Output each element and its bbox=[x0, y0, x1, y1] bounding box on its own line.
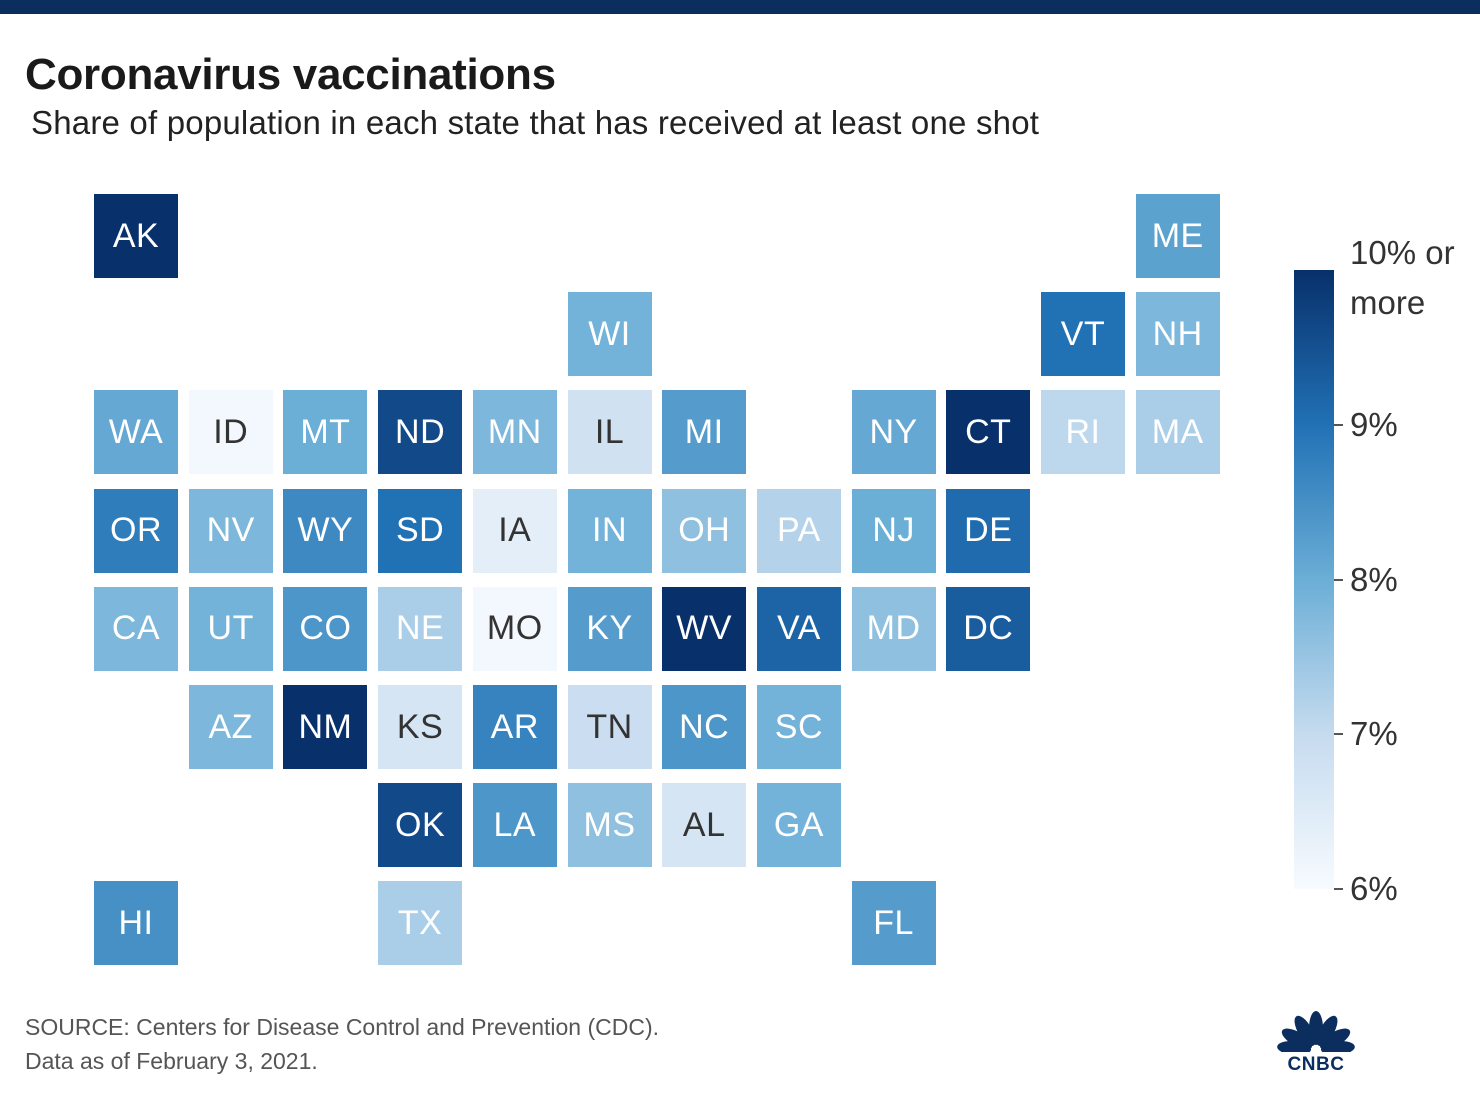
state-tile-nm: NM bbox=[283, 685, 368, 769]
legend-tick-label: 6% bbox=[1350, 870, 1398, 907]
state-tile-vt: VT bbox=[1041, 292, 1125, 377]
state-tile-la: LA bbox=[472, 783, 557, 868]
state-tile-al: AL bbox=[662, 783, 747, 868]
state-tile-hi: HI bbox=[94, 881, 178, 966]
state-tile-sc: SC bbox=[756, 685, 841, 769]
state-tile-ct: CT bbox=[946, 390, 1031, 475]
state-tile-nj: NJ bbox=[851, 488, 936, 573]
state-tile-ne: NE bbox=[378, 586, 463, 671]
legend-tick bbox=[1334, 578, 1343, 581]
state-tile-nv: NV bbox=[188, 488, 273, 573]
state-tile-mn: MN bbox=[472, 390, 557, 475]
state-tile-me: ME bbox=[1135, 194, 1220, 278]
legend-tick bbox=[1334, 733, 1343, 736]
state-tile-ia: IA bbox=[472, 488, 557, 573]
state-tile-ar: AR bbox=[472, 685, 557, 769]
state-tile-ny: NY bbox=[851, 390, 936, 475]
legend-tick-label: 7% bbox=[1350, 715, 1398, 753]
state-tile-ky: KY bbox=[567, 586, 652, 671]
state-tile-id: ID bbox=[188, 390, 273, 475]
state-tile-ri: RI bbox=[1041, 390, 1125, 475]
state-tile-az: AZ bbox=[188, 685, 273, 769]
legend-tick bbox=[1334, 423, 1343, 426]
state-tile-ca: CA bbox=[94, 586, 178, 671]
legend-tick bbox=[1334, 888, 1343, 890]
state-tile-ok: OK bbox=[378, 783, 463, 868]
state-tile-ks: KS bbox=[378, 685, 463, 769]
chart-subtitle: Share of population in each state that h… bbox=[31, 104, 1040, 141]
state-tile-or: OR bbox=[94, 488, 178, 573]
state-tile-nc: NC bbox=[662, 685, 747, 769]
state-tile-tn: TN bbox=[567, 685, 652, 769]
peacock-icon bbox=[1270, 1011, 1362, 1078]
state-tile-dc: DC bbox=[946, 586, 1031, 671]
legend-tick-label: 9% bbox=[1350, 405, 1398, 443]
state-tile-ak: AK bbox=[94, 194, 178, 278]
state-tile-de: DE bbox=[946, 488, 1031, 573]
state-tile-fl: FL bbox=[851, 881, 936, 966]
state-tile-va: VA bbox=[756, 586, 841, 671]
legend-top-label-line1: 10% or bbox=[1350, 234, 1455, 271]
state-tile-mi: MI bbox=[662, 390, 747, 475]
state-tile-nd: ND bbox=[378, 390, 463, 475]
source-note: SOURCE: Centers for Disease Control and … bbox=[25, 1010, 659, 1078]
source-line: SOURCE: Centers for Disease Control and … bbox=[25, 1014, 660, 1040]
state-tile-oh: OH bbox=[662, 488, 747, 573]
state-tile-ma: MA bbox=[1135, 390, 1220, 475]
date-line: Data as of February 3, 2021. bbox=[25, 1048, 318, 1074]
state-tile-md: MD bbox=[851, 586, 936, 671]
logo-wordmark: CNBC bbox=[1287, 1054, 1345, 1075]
state-tile-mo: MO bbox=[472, 586, 557, 671]
legend-tick-label: 8% bbox=[1350, 560, 1398, 598]
state-tile-wi: WI bbox=[567, 292, 652, 377]
state-tile-nh: NH bbox=[1135, 292, 1220, 377]
state-tile-wv: WV bbox=[662, 586, 747, 671]
legend-color-bar bbox=[1294, 270, 1334, 889]
state-tile-ga: GA bbox=[756, 783, 841, 868]
top-accent-bar bbox=[0, 0, 1480, 14]
state-tile-ut: UT bbox=[188, 586, 273, 671]
legend-top-label-line2: more bbox=[1350, 284, 1426, 321]
state-tile-wy: WY bbox=[283, 488, 368, 573]
state-tile-co: CO bbox=[283, 586, 368, 671]
state-tile-pa: PA bbox=[756, 488, 841, 573]
chart-title: Coronavirus vaccinations bbox=[25, 50, 556, 99]
state-tile-ms: MS bbox=[567, 783, 652, 868]
state-tile-in: IN bbox=[567, 488, 652, 573]
state-tile-wa: WA bbox=[94, 390, 178, 475]
state-tile-sd: SD bbox=[378, 488, 463, 573]
legend-top-label: 10% or more bbox=[1350, 228, 1455, 328]
state-tile-il: IL bbox=[567, 390, 652, 475]
state-tile-tx: TX bbox=[378, 881, 463, 966]
state-tile-mt: MT bbox=[283, 390, 368, 475]
